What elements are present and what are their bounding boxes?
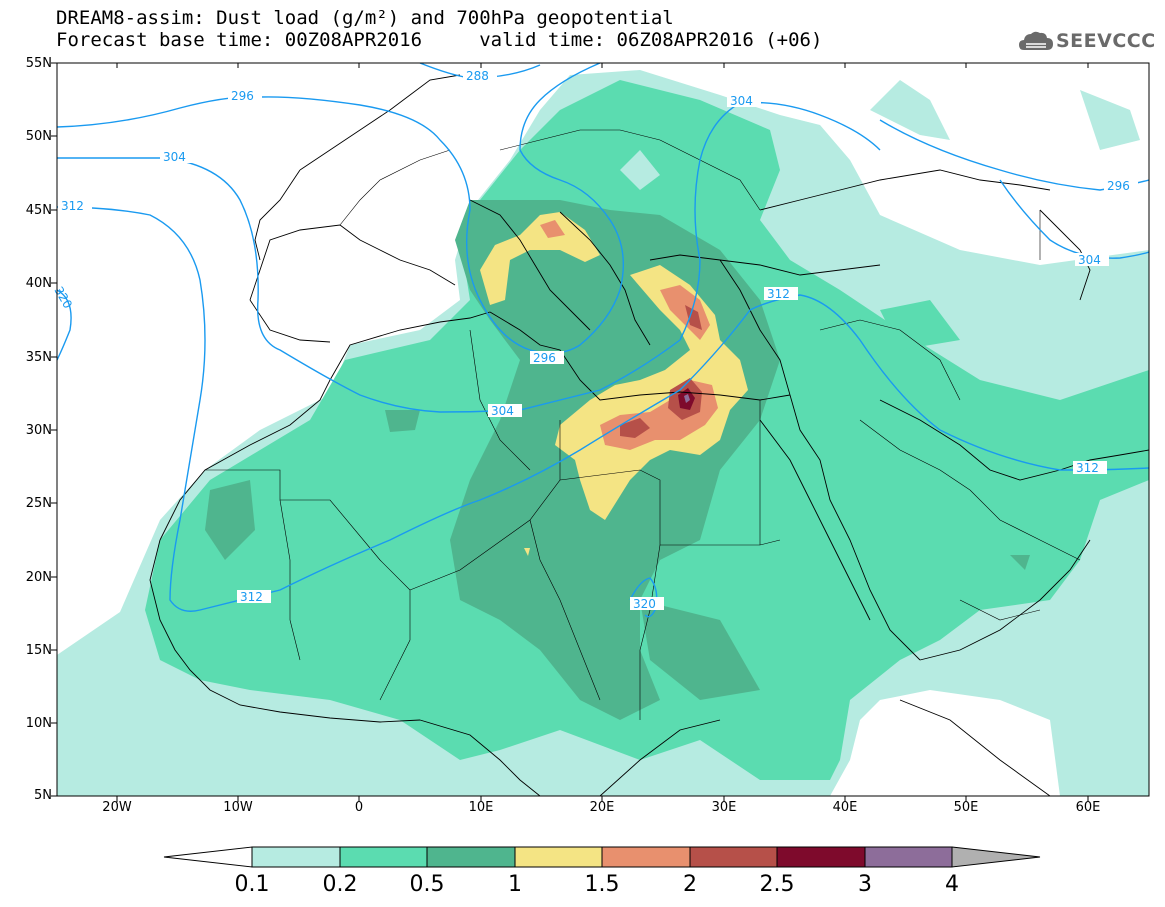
colorbar-high-arrow bbox=[951, 846, 1041, 868]
lon-label: 20W bbox=[102, 800, 132, 815]
lat-label: 10N bbox=[25, 716, 52, 731]
lat-label: 40N bbox=[25, 276, 52, 291]
colorbar-swatch bbox=[339, 846, 428, 868]
colorbar-label: 4 bbox=[945, 872, 959, 897]
lon-label: 30E bbox=[711, 800, 737, 815]
lon-label: 60E bbox=[1075, 800, 1101, 815]
lon-label: 40E bbox=[832, 800, 858, 815]
colorbar-swatch bbox=[776, 846, 866, 868]
contour-label: 296 bbox=[533, 351, 556, 365]
contour-label: 296 bbox=[231, 89, 254, 103]
lat-label: 30N bbox=[25, 423, 52, 438]
contour-label: 304 bbox=[1078, 253, 1101, 267]
contour-label: 304 bbox=[491, 404, 514, 418]
contour-label: 312 bbox=[240, 590, 263, 604]
colorbar-swatch bbox=[864, 846, 953, 868]
lat-label: 55N bbox=[25, 56, 52, 71]
colorbar-label: 1 bbox=[508, 872, 522, 897]
lat-label: 15N bbox=[25, 643, 52, 658]
colorbar-swatch bbox=[514, 846, 603, 868]
contour-label: 312 bbox=[1076, 461, 1099, 475]
colorbar-label: 2.5 bbox=[759, 872, 795, 897]
lon-label: 50E bbox=[953, 800, 979, 815]
contour-label: 312 bbox=[767, 287, 790, 301]
dust-layer-3 bbox=[684, 394, 690, 403]
colorbar-swatch bbox=[601, 846, 691, 868]
colorbar bbox=[163, 846, 1041, 868]
colorbar-label: 2 bbox=[683, 872, 697, 897]
map-title: DREAM8-assim: Dust load (g/m²) and 700hP… bbox=[56, 7, 674, 29]
contour-label: 296 bbox=[1107, 179, 1130, 193]
lon-label: 10E bbox=[468, 800, 494, 815]
lat-label: 45N bbox=[25, 203, 52, 218]
colorbar-label: 0.1 bbox=[234, 872, 270, 897]
seevccc-logo: SEEVCCC bbox=[1018, 28, 1158, 54]
lon-label: 20E bbox=[589, 800, 615, 815]
contour-labels: 288 296 304 312 320 296 304 312 296 304 … bbox=[51, 69, 1138, 611]
axis-ticks bbox=[51, 62, 1089, 802]
lat-label: 5N bbox=[34, 788, 52, 803]
colorbar-label: 0.2 bbox=[322, 872, 358, 897]
lat-label: 35N bbox=[25, 350, 52, 365]
contour-label: 304 bbox=[730, 94, 753, 108]
colorbar-swatch bbox=[426, 846, 516, 868]
logo-text: SEEVCCC bbox=[1056, 30, 1156, 52]
colorbar-label: 3 bbox=[858, 872, 872, 897]
lon-label: 10W bbox=[223, 800, 253, 815]
lat-label: 50N bbox=[25, 129, 52, 144]
colorbar-label: 1.5 bbox=[584, 872, 620, 897]
colorbar-swatch bbox=[689, 846, 778, 868]
contour-label: 288 bbox=[466, 69, 489, 83]
lon-label: 0 bbox=[354, 800, 364, 815]
contour-label: 304 bbox=[163, 150, 186, 164]
contour-label: 320 bbox=[633, 597, 656, 611]
colorbar-label: 0.5 bbox=[409, 872, 445, 897]
coastlines bbox=[149, 74, 1149, 796]
contour-label: 312 bbox=[61, 199, 84, 213]
lat-label: 20N bbox=[25, 570, 52, 585]
colorbar-swatch bbox=[251, 846, 341, 868]
colorbar-low-arrow bbox=[163, 846, 253, 868]
lat-label: 25N bbox=[25, 496, 52, 511]
cloud-icon bbox=[1019, 31, 1053, 50]
map-subtitle: Forecast base time: 00Z08APR2016 valid t… bbox=[56, 29, 823, 51]
